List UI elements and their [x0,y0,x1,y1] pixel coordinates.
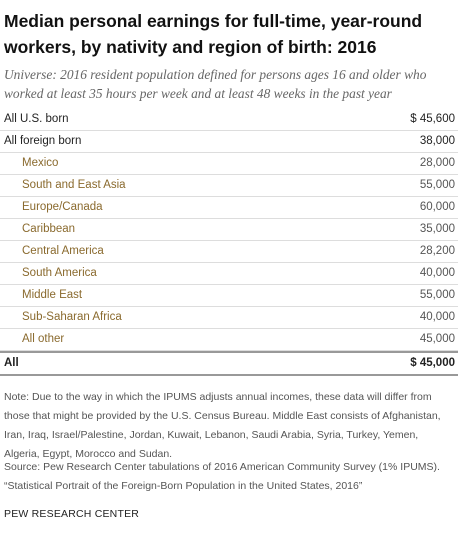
table-row: All foreign born 38,000 [0,131,458,153]
row-value: 60,000 [419,201,455,213]
source: Source: Pew Research Center tabulations … [4,458,456,496]
title: Median personal earnings for full-time, … [4,11,423,57]
table-row: Central America 28,200 [0,241,458,263]
row-value: 55,000 [419,179,455,191]
row-label: All other [22,333,65,345]
footer: PEW RESEARCH CENTER [4,508,140,520]
table-row: Europe/Canada 60,000 [0,197,458,219]
table: All U.S. born $ 45,600 All foreign born 38,… [0,109,458,376]
row-label: Middle East [22,289,83,301]
table-row: South America 40,000 [0,263,458,285]
row-label: Mexico [22,157,59,169]
row-value: 28,200 [419,245,455,257]
row-label: Europe/Canada [22,201,103,213]
table-row: Middle East 55,000 [0,285,458,307]
row-value: 55,000 [419,289,455,301]
row-label: South America [22,267,97,279]
note: Note: Due to the way in which the IPUMS … [4,391,441,460]
table-row: South and East Asia 55,000 [0,175,458,197]
row-value: 35,000 [419,223,455,235]
table-row: All U.S. born $ 45,600 [0,109,458,131]
row-label: Central America [22,245,104,257]
row-label: All [4,357,19,369]
row-value: 45,000 [419,333,455,345]
row-value: 40,000 [419,267,455,279]
table-row: All other 45,000 [0,329,458,351]
row-label: South and East Asia [22,179,126,191]
table-row: Caribbean 35,000 [0,219,458,241]
row-label: Sub-Saharan Africa [22,311,122,323]
row-label: Caribbean [22,223,76,235]
table-row: Mexico 28,000 [0,153,458,175]
source-line: “Statistical Portrait of the Foreign-Bor… [4,480,363,492]
row-value: $ 45,000 [410,357,455,369]
row-value: 28,000 [419,157,455,169]
row-value: 40,000 [419,311,455,323]
table-row: All $ 45,000 [0,351,458,376]
row-label: All U.S. born [4,113,69,125]
row-value: $ 45,600 [410,113,455,125]
row-label: All foreign born [4,135,82,147]
universe: Universe: 2016 resident population defin… [4,67,427,101]
source-line: Source: Pew Research Center tabulations … [4,461,440,473]
table-row: Sub-Saharan Africa 40,000 [0,307,458,329]
row-value: 38,000 [419,135,455,147]
